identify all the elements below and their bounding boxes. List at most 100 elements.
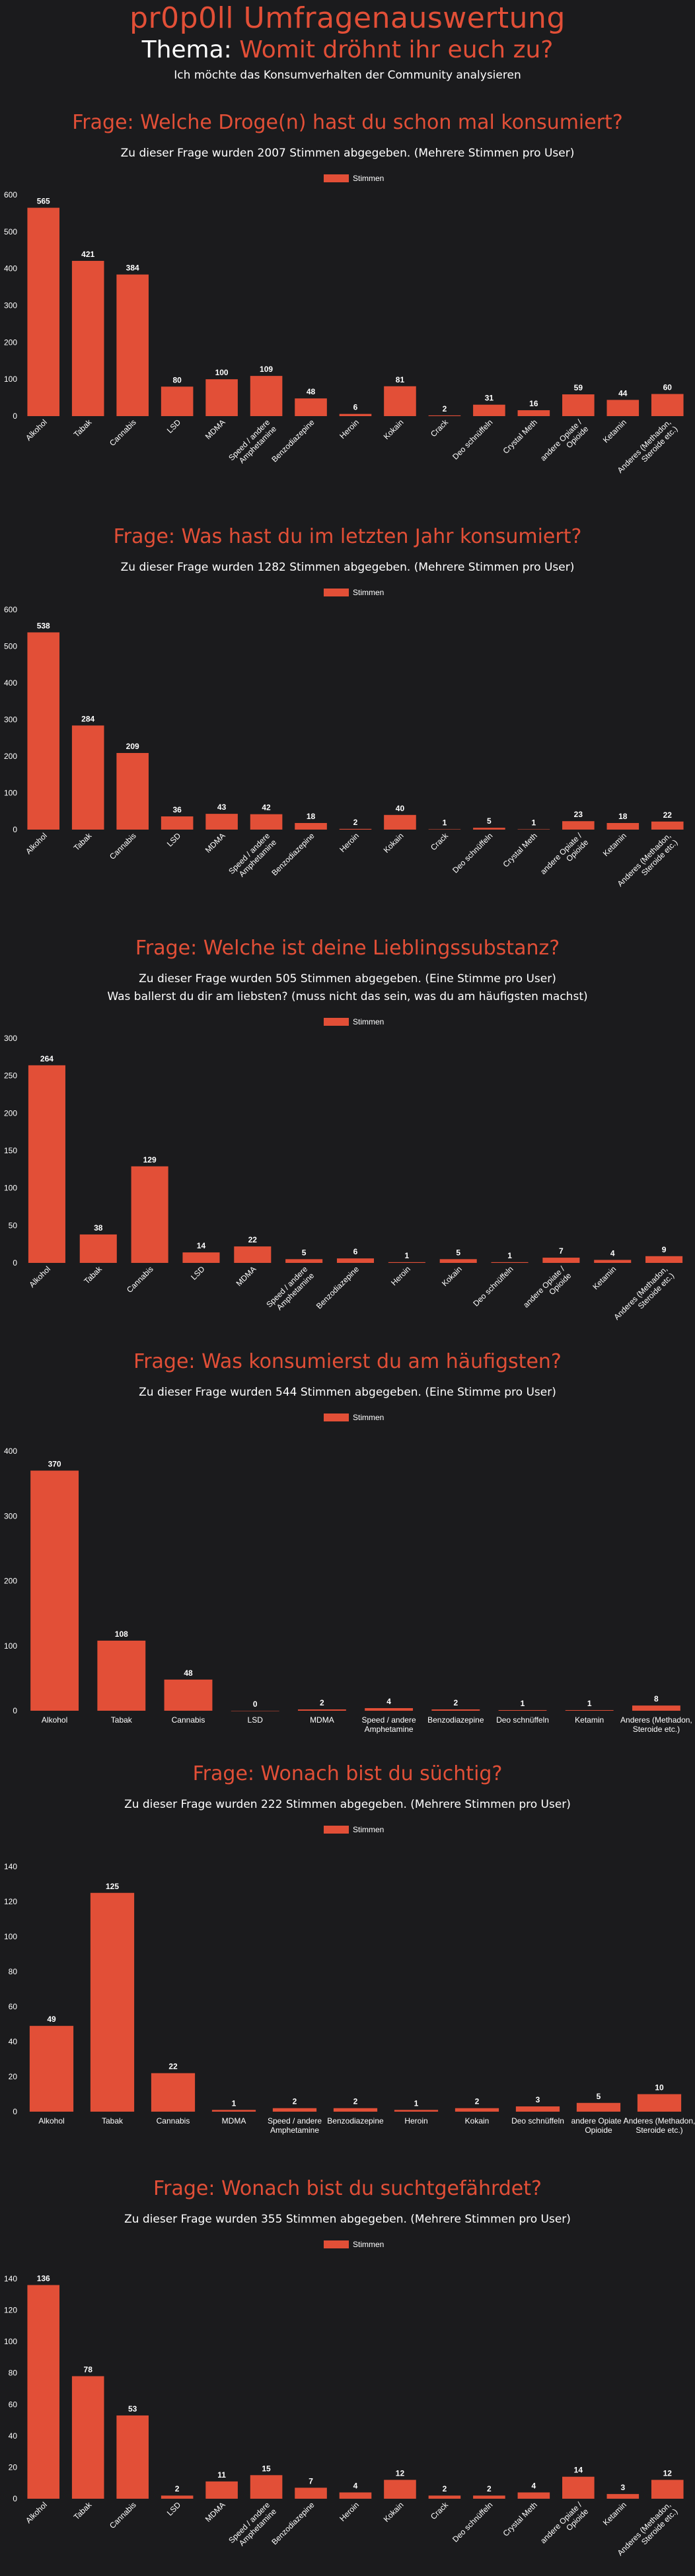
x-tick-label: Kokain: [382, 2500, 406, 2524]
legend-label: Stimmen: [353, 2240, 384, 2249]
bar-value-label: 53: [128, 2404, 137, 2414]
theme-heading: Thema: Womit dröhnt ihr euch zu?: [0, 36, 695, 63]
y-tick-label: 40: [9, 2037, 18, 2046]
x-tick-label: LSD: [165, 2500, 183, 2518]
bar-value-label: 1: [414, 2098, 419, 2108]
y-tick-label: 300: [4, 301, 17, 310]
x-tick-label: Alkohol: [24, 417, 49, 443]
chart-bar: [651, 2480, 684, 2499]
legend-label: Stimmen: [353, 588, 384, 597]
bar-value-label: 8: [654, 1694, 659, 1703]
x-tick-label: Tabak: [72, 2500, 94, 2522]
x-tick-label: Alkohol: [38, 2116, 64, 2126]
bar-value-label: 1: [521, 1699, 525, 1708]
x-tick-label: Heroin: [338, 831, 361, 854]
chart-bar: [562, 821, 595, 830]
x-tick-label: Ketamin: [575, 1715, 604, 1725]
y-tick-label: 200: [4, 752, 17, 761]
bar-value-label: 3: [536, 2095, 540, 2104]
x-tick-label: Ketamin: [601, 831, 628, 858]
bar-value-label: 384: [126, 264, 139, 273]
bar-value-label: 38: [94, 1223, 103, 1233]
y-tick-label: 200: [4, 1577, 17, 1586]
x-tick-label: Alkohol: [42, 1715, 67, 1725]
x-tick-label: Crystal Meth: [501, 831, 539, 869]
chart-bar: [161, 2495, 194, 2499]
chart-bar: [651, 821, 684, 830]
question-subtitle: Was ballerst du dir am liebsten? (muss n…: [107, 990, 588, 1003]
y-tick-label: 100: [4, 1184, 17, 1193]
chart-bar: [71, 2376, 104, 2499]
chart-bar: [79, 1234, 117, 1263]
chart-bar: [606, 823, 640, 830]
y-tick-label: 500: [4, 227, 17, 236]
x-tick-label: LSD: [248, 1715, 264, 1725]
theme-prefix: Thema:: [141, 36, 232, 63]
x-tick-label: Cannabis: [157, 2116, 190, 2126]
y-tick-label: 250: [4, 1071, 17, 1081]
bar-value-label: 100: [215, 368, 229, 377]
x-tick-label: Heroin: [338, 2500, 361, 2523]
bar-value-label: 4: [532, 2481, 536, 2490]
bar-chart: Stimmen 0 50 100 150 200 250 300 264 Alkohol 38 Tab…: [4, 1017, 683, 1322]
chart-bar: [250, 2475, 283, 2499]
legend-swatch: [324, 174, 349, 182]
bar-value-label: 125: [106, 1882, 119, 1891]
question-title: Frage: Wonach bist du suchtgefährdet?: [153, 2177, 542, 2200]
bar-value-label: 2: [443, 2484, 447, 2493]
chart-legend: Stimmen: [324, 174, 384, 183]
x-tick-label: Crystal Meth: [501, 2500, 539, 2538]
y-tick-label: 20: [9, 2072, 18, 2081]
bar-value-label: 0: [253, 1699, 258, 1709]
chart-bar: [71, 725, 104, 830]
chart-bar: [30, 1470, 79, 1711]
x-tick-label: Ketamin: [591, 1264, 618, 1291]
y-tick-label: 100: [4, 1641, 17, 1651]
site-title: pr0p0ll Umfragenauswertung: [129, 1, 566, 35]
bar-value-label: 2: [475, 2097, 480, 2106]
y-tick-label: 80: [9, 2369, 18, 2378]
chart-bar: [211, 2110, 256, 2112]
x-tick-label: LSD: [165, 417, 183, 435]
chart-bar: [388, 1262, 425, 1263]
y-tick-label: 0: [13, 2107, 17, 2116]
bar-value-label: 370: [48, 1459, 61, 1468]
x-tick-label: Cannabis: [125, 1264, 155, 1295]
y-tick-label: 600: [4, 605, 17, 614]
bar-value-label: 129: [143, 1155, 157, 1164]
chart-bar: [285, 1259, 323, 1263]
chart-bar: [645, 1256, 683, 1263]
chart-bar: [637, 2094, 682, 2112]
chart-bar: [250, 376, 283, 416]
bar-value-label: 3: [620, 2483, 625, 2492]
bar-value-label: 48: [307, 387, 316, 396]
x-tick-label: Ketamin: [601, 417, 628, 445]
chart-bar: [336, 1258, 375, 1263]
y-tick-label: 150: [4, 1146, 17, 1155]
bar-value-label: 15: [262, 2464, 271, 2473]
legend-swatch: [324, 1018, 349, 1026]
x-tick-label: Deo schnüffeln: [496, 1715, 549, 1725]
bar-value-label: 60: [663, 383, 673, 392]
bar-value-label: 22: [168, 2062, 178, 2071]
y-tick-label: 100: [4, 1932, 17, 1941]
x-tick-label: Kokain: [382, 417, 406, 441]
bar-value-label: 49: [47, 2015, 56, 2024]
x-tick-label: Kokain: [382, 831, 406, 855]
chart-bar: [517, 410, 550, 416]
x-tick-label: Alkohol: [27, 1264, 52, 1289]
x-tick-label: Cannabis: [108, 2500, 138, 2530]
x-tick-label: Speed / andereAmphetamine: [227, 417, 278, 469]
y-tick-label: 20: [9, 2462, 18, 2472]
chart-bar: [295, 398, 327, 416]
x-tick-label: Benzodiazepine: [327, 2116, 384, 2126]
bar-value-label: 565: [37, 197, 50, 206]
x-tick-label: Crystal Meth: [501, 417, 539, 456]
bar-value-label: 284: [81, 714, 94, 723]
bar-value-label: 40: [396, 804, 405, 813]
x-tick-label: Kokain: [465, 2116, 490, 2126]
x-tick-label: Alkohol: [24, 2500, 49, 2525]
bar-value-label: 2: [175, 2484, 180, 2493]
chart-bar: [250, 814, 283, 830]
